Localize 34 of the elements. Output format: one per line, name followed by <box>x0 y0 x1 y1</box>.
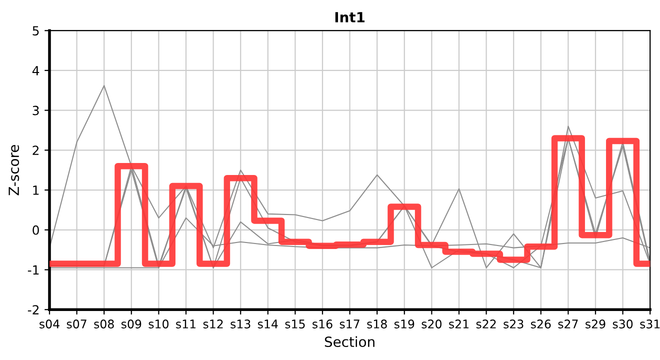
x-tick-label: s04 <box>40 320 60 328</box>
x-tick-label: s13 <box>230 320 250 328</box>
x-tick-label: s16 <box>312 320 332 328</box>
y-tick-label: 5 <box>32 26 39 36</box>
y-axis-title: Z-score <box>8 145 20 196</box>
x-tick-label: s10 <box>148 320 169 328</box>
x-tick-label: s11 <box>176 320 196 328</box>
chart-title: Int1 <box>335 12 365 22</box>
x-tick-label: s20 <box>422 320 442 328</box>
y-tick-label: -1 <box>28 265 39 274</box>
x-tick-label: s14 <box>258 320 278 328</box>
x-tick-label: s17 <box>340 320 360 328</box>
x-tick-label: s23 <box>504 320 524 328</box>
x-tick-label: s21 <box>449 320 468 328</box>
y-tick-label: 4 <box>32 66 40 76</box>
x-axis-title: Section <box>324 336 374 348</box>
y-tick-label: 3 <box>32 106 39 116</box>
x-tick-label: s30 <box>612 320 633 328</box>
y-tick-label: 2 <box>32 146 39 155</box>
x-tick-label: s12 <box>203 320 223 328</box>
x-tick-label: s08 <box>94 320 114 328</box>
x-tick-label: s31 <box>640 320 660 328</box>
y-tick-label: 1 <box>33 186 39 195</box>
x-tick-label: s07 <box>66 320 86 328</box>
x-tick-label: s27 <box>558 320 578 328</box>
x-tick-label: s22 <box>476 320 496 328</box>
y-tick-label: 0 <box>32 225 39 235</box>
x-tick-label: s26 <box>530 320 551 328</box>
x-tick-label: s15 <box>285 320 305 328</box>
y-tick-label: -2 <box>28 305 39 314</box>
x-tick-label: s09 <box>121 320 142 328</box>
x-tick-label: s19 <box>394 320 414 328</box>
x-tick-label: s18 <box>367 320 387 328</box>
x-tick-label: s29 <box>586 320 606 328</box>
